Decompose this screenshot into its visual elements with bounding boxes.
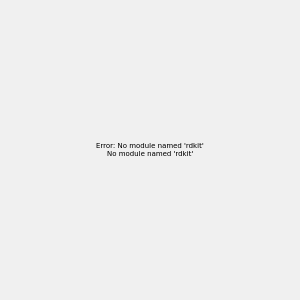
Text: Error: No module named 'rdkit'
No module named 'rdkit': Error: No module named 'rdkit' No module… xyxy=(96,143,204,157)
